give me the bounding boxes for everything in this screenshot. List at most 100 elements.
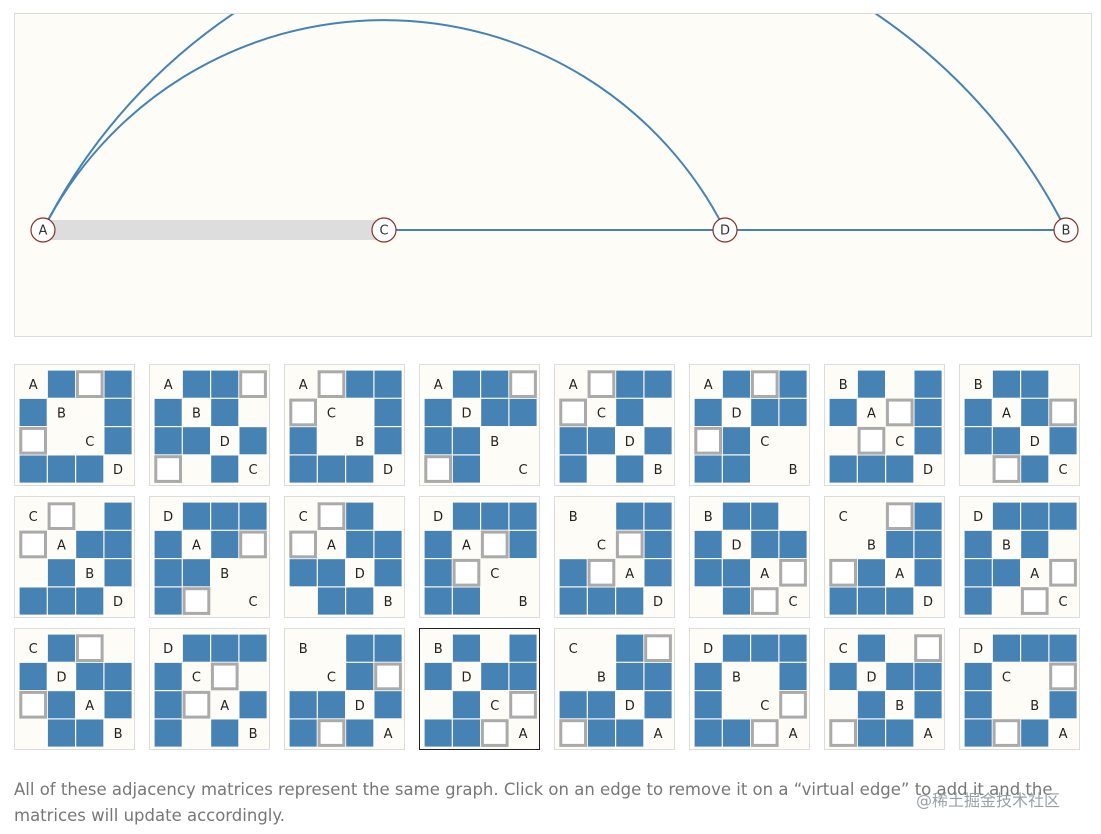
matrix-edge-cell[interactable]: [104, 398, 132, 426]
matrix-edge-cell[interactable]: [779, 370, 807, 398]
matrix-virtual-edge-cell[interactable]: [509, 370, 537, 399]
matrix-edge-cell[interactable]: [104, 662, 132, 690]
matrix-edge-cell[interactable]: [452, 370, 480, 398]
matrix-virtual-edge-cell[interactable]: [559, 719, 588, 747]
matrix-edge-cell[interactable]: [694, 455, 722, 483]
matrix-edge-cell[interactable]: [857, 587, 885, 615]
matrix-edge-cell[interactable]: [559, 587, 587, 615]
matrix-edge-cell[interactable]: [182, 427, 210, 455]
matrix-edge-cell[interactable]: [1021, 634, 1049, 662]
matrix-edge-cell[interactable]: [1049, 691, 1077, 719]
matrix-edge-cell[interactable]: [76, 587, 104, 615]
matrix-edge-cell[interactable]: [47, 719, 75, 747]
matrix-edge-cell[interactable]: [211, 455, 239, 483]
matrix-edge-cell[interactable]: [154, 691, 182, 719]
matrix-edge-cell[interactable]: [154, 587, 182, 615]
matrix-virtual-edge-cell[interactable]: [750, 587, 779, 615]
matrix-edge-cell[interactable]: [857, 691, 885, 719]
matrix-edge-cell[interactable]: [481, 502, 509, 530]
matrix-edge-cell[interactable]: [289, 455, 317, 483]
matrix-edge-cell[interactable]: [644, 530, 672, 558]
matrix-edge-cell[interactable]: [587, 691, 615, 719]
matrix-virtual-edge-cell[interactable]: [374, 662, 402, 691]
matrix-edge-cell[interactable]: [76, 719, 104, 747]
matrix-virtual-edge-cell[interactable]: [19, 426, 48, 455]
matrix-virtual-edge-cell[interactable]: [615, 530, 644, 559]
matrix-edge-cell[interactable]: [452, 455, 480, 483]
matrix-edge-cell[interactable]: [1049, 634, 1077, 662]
matrix-edge-cell[interactable]: [616, 455, 644, 483]
matrix-edge-cell[interactable]: [914, 502, 942, 530]
matrix-edge-cell[interactable]: [779, 662, 807, 690]
adjacency-matrix[interactable]: D A B C: [149, 496, 270, 618]
matrix-edge-cell[interactable]: [76, 530, 104, 558]
matrix-edge-cell[interactable]: [424, 398, 452, 426]
matrix-edge-cell[interactable]: [424, 559, 452, 587]
matrix-edge-cell[interactable]: [346, 587, 374, 615]
matrix-edge-cell[interactable]: [857, 370, 885, 398]
matrix-edge-cell[interactable]: [992, 370, 1020, 398]
matrix-edge-cell[interactable]: [587, 719, 615, 747]
matrix-edge-cell[interactable]: [374, 427, 402, 455]
matrix-virtual-edge-cell[interactable]: [559, 398, 588, 427]
matrix-edge-cell[interactable]: [964, 427, 992, 455]
adjacency-matrix[interactable]: C A B D: [14, 496, 135, 618]
matrix-edge-cell[interactable]: [47, 634, 75, 662]
adjacency-matrix[interactable]: A C D B: [554, 364, 675, 486]
matrix-edge-cell[interactable]: [346, 370, 374, 398]
matrix-edge-cell[interactable]: [239, 691, 267, 719]
matrix-edge-cell[interactable]: [644, 370, 672, 398]
matrix-edge-cell[interactable]: [374, 559, 402, 587]
matrix-edge-cell[interactable]: [857, 719, 885, 747]
matrix-edge-cell[interactable]: [829, 455, 857, 483]
matrix-edge-cell[interactable]: [616, 370, 644, 398]
matrix-edge-cell[interactable]: [509, 662, 537, 690]
matrix-edge-cell[interactable]: [644, 502, 672, 530]
matrix-edge-cell[interactable]: [722, 634, 750, 662]
adjacency-matrix[interactable]: B A C D: [824, 364, 945, 486]
adjacency-matrix[interactable]: A B C D: [14, 364, 135, 486]
matrix-edge-cell[interactable]: [694, 662, 722, 690]
matrix-edge-cell[interactable]: [559, 427, 587, 455]
matrix-edge-cell[interactable]: [694, 559, 722, 587]
matrix-edge-cell[interactable]: [779, 398, 807, 426]
matrix-edge-cell[interactable]: [1021, 530, 1049, 558]
adjacency-matrix[interactable]: B D A C: [689, 496, 810, 618]
matrix-edge-cell[interactable]: [694, 398, 722, 426]
node-b[interactable]: B: [1053, 217, 1079, 243]
matrix-edge-cell[interactable]: [154, 530, 182, 558]
matrix-edge-cell[interactable]: [964, 719, 992, 747]
matrix-edge-cell[interactable]: [886, 662, 914, 690]
matrix-virtual-edge-cell[interactable]: [75, 370, 104, 399]
matrix-edge-cell[interactable]: [1021, 719, 1049, 747]
matrix-edge-cell[interactable]: [587, 427, 615, 455]
matrix-edge-cell[interactable]: [644, 559, 672, 587]
matrix-edge-cell[interactable]: [154, 662, 182, 690]
matrix-edge-cell[interactable]: [1021, 502, 1049, 530]
matrix-edge-cell[interactable]: [424, 662, 452, 690]
matrix-virtual-edge-cell[interactable]: [480, 719, 509, 747]
matrix-edge-cell[interactable]: [992, 634, 1020, 662]
matrix-edge-cell[interactable]: [182, 370, 210, 398]
matrix-virtual-edge-cell[interactable]: [829, 719, 858, 747]
matrix-edge-cell[interactable]: [779, 530, 807, 558]
matrix-edge-cell[interactable]: [616, 719, 644, 747]
matrix-edge-cell[interactable]: [964, 398, 992, 426]
adjacency-matrix[interactable]: B C A D: [554, 496, 675, 618]
matrix-edge-cell[interactable]: [182, 559, 210, 587]
matrix-edge-cell[interactable]: [722, 502, 750, 530]
matrix-virtual-edge-cell[interactable]: [992, 455, 1021, 483]
matrix-virtual-edge-cell[interactable]: [694, 426, 723, 455]
adjacency-matrix[interactable]: A D C B: [689, 364, 810, 486]
node-a[interactable]: A: [30, 217, 56, 243]
matrix-edge-cell[interactable]: [694, 691, 722, 719]
matrix-virtual-edge-cell[interactable]: [239, 370, 267, 399]
matrix-virtual-edge-cell[interactable]: [317, 502, 346, 531]
edge-a-b[interactable]: [42, 14, 1067, 231]
matrix-edge-cell[interactable]: [47, 691, 75, 719]
matrix-edge-cell[interactable]: [346, 719, 374, 747]
adjacency-matrix[interactable]: C D B A: [824, 628, 945, 750]
matrix-virtual-edge-cell[interactable]: [154, 455, 183, 483]
matrix-edge-cell[interactable]: [104, 427, 132, 455]
node-c[interactable]: C: [371, 217, 397, 243]
